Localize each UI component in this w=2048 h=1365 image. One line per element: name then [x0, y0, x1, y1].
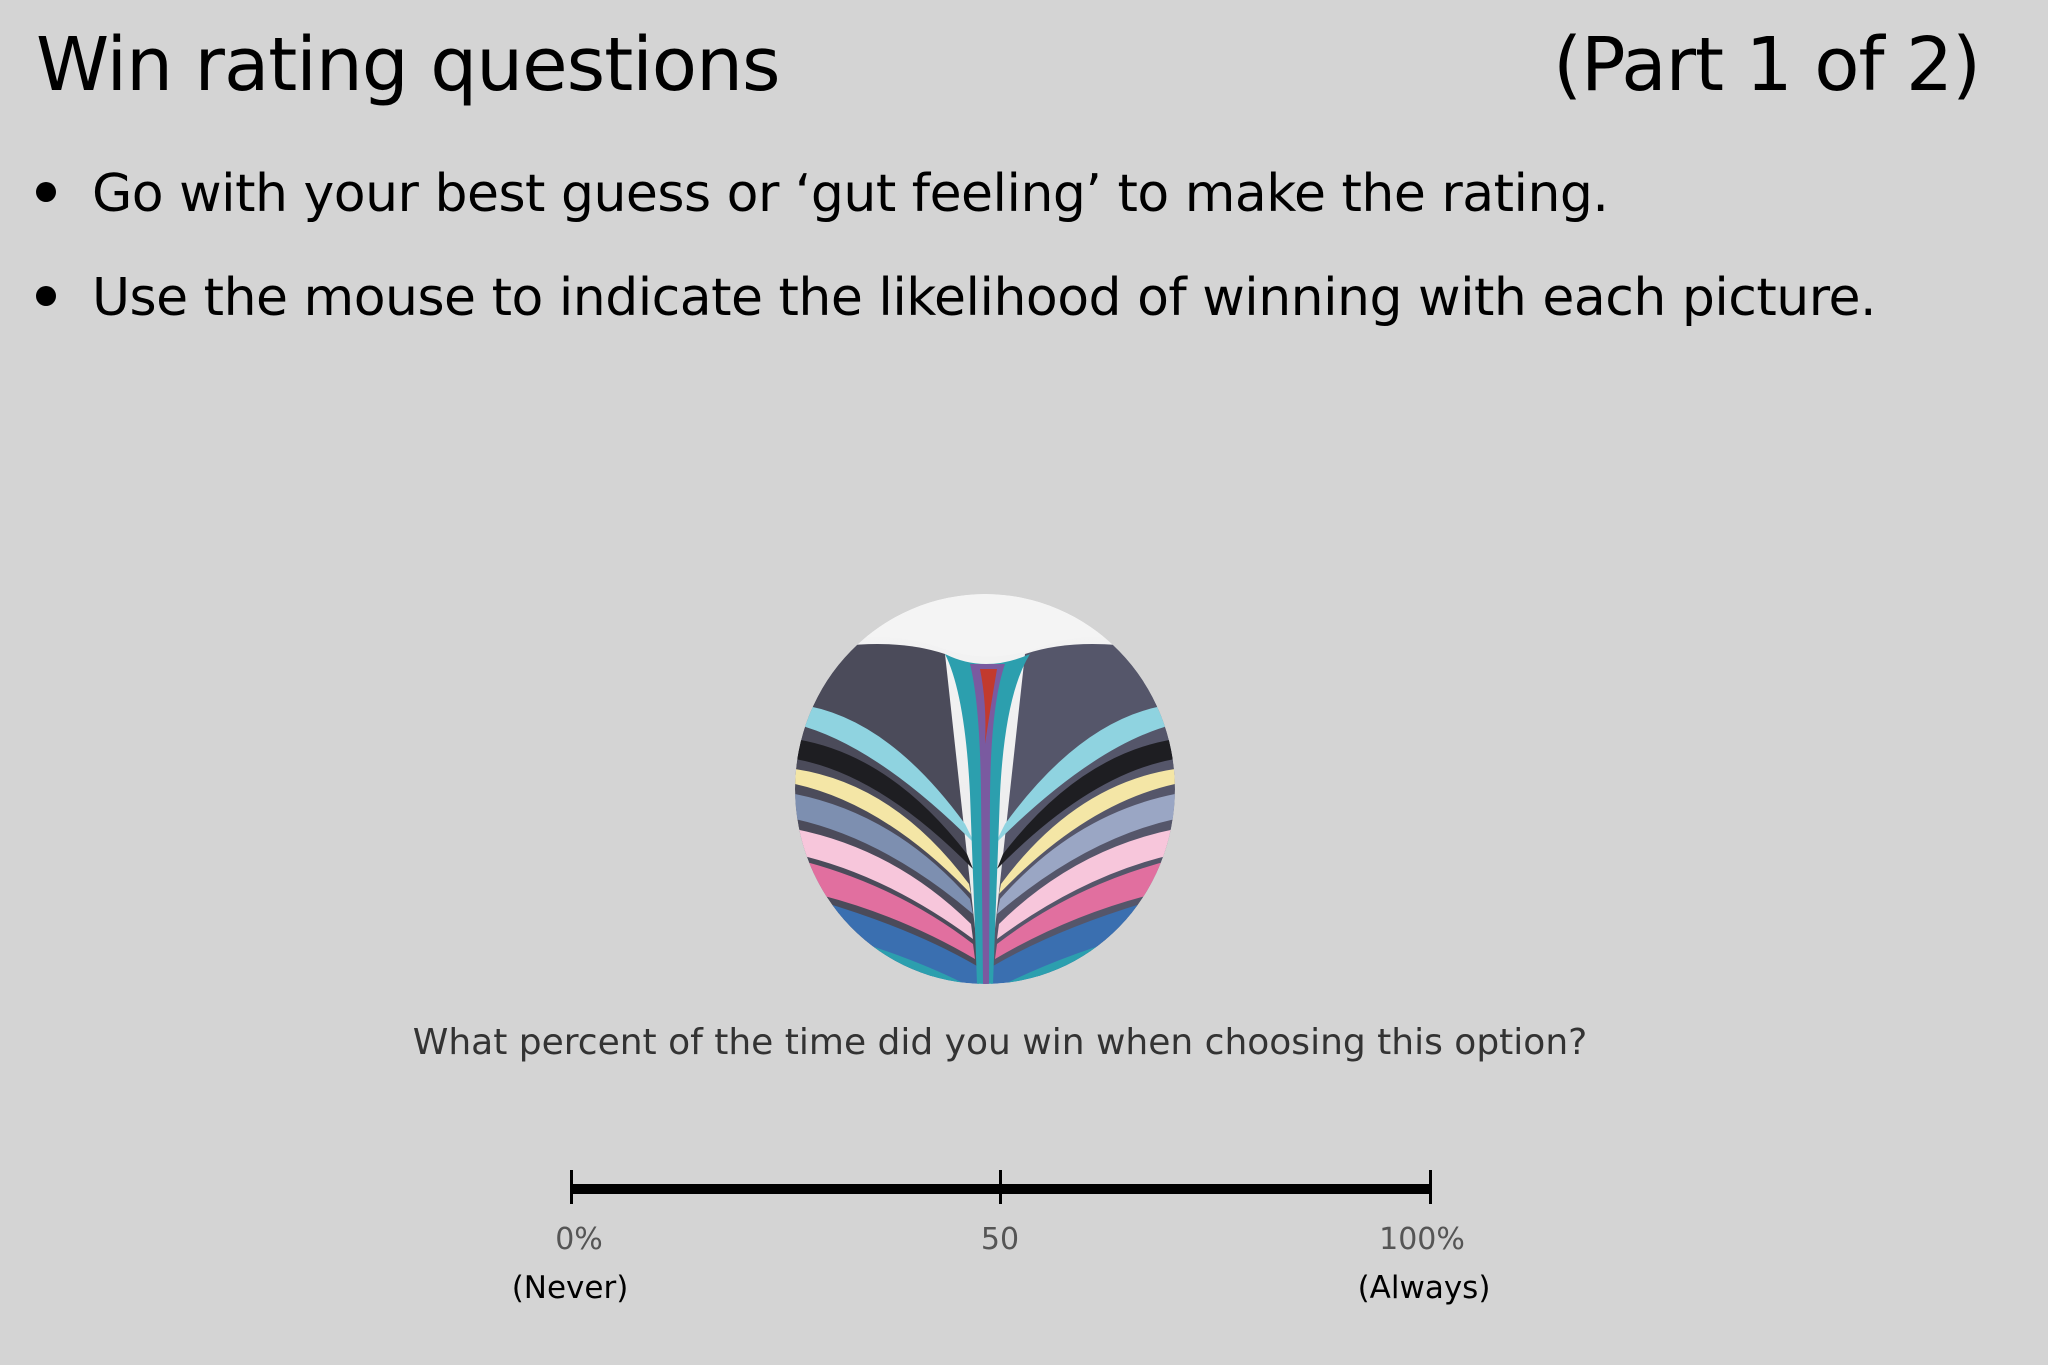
instruction-list: Go with your best guess or ‘gut feeling’…: [36, 168, 1876, 376]
instruction-item: Use the mouse to indicate the likelihood…: [36, 272, 1876, 324]
slider-tick-50: [999, 1170, 1002, 1204]
bullet-icon: [36, 182, 56, 202]
tick-label-100: 100%: [1379, 1222, 1465, 1257]
abstract-paint-pour-image: [795, 594, 1175, 984]
rating-slider[interactable]: [570, 1170, 1432, 1210]
tick-label-50: 50: [980, 1222, 1020, 1257]
instruction-item: Go with your best guess or ‘gut feeling’…: [36, 168, 1876, 220]
slider-tick-0: [570, 1170, 573, 1204]
instruction-text: Use the mouse to indicate the likelihood…: [92, 268, 1876, 328]
anchor-label-always: (Always): [1357, 1270, 1491, 1306]
slider-tick-100: [1429, 1170, 1432, 1204]
anchor-label-never: (Never): [511, 1270, 629, 1306]
slide-part-indicator: (Part 1 of 2): [1553, 22, 1981, 108]
tick-label-0: 0%: [555, 1222, 603, 1257]
instruction-text: Go with your best guess or ‘gut feeling’…: [92, 164, 1609, 224]
slide-title: Win rating questions: [36, 22, 781, 108]
bullet-icon: [36, 286, 56, 306]
stimulus-image: [795, 594, 1175, 984]
rating-question: What percent of the time did you win whe…: [412, 1022, 1588, 1063]
